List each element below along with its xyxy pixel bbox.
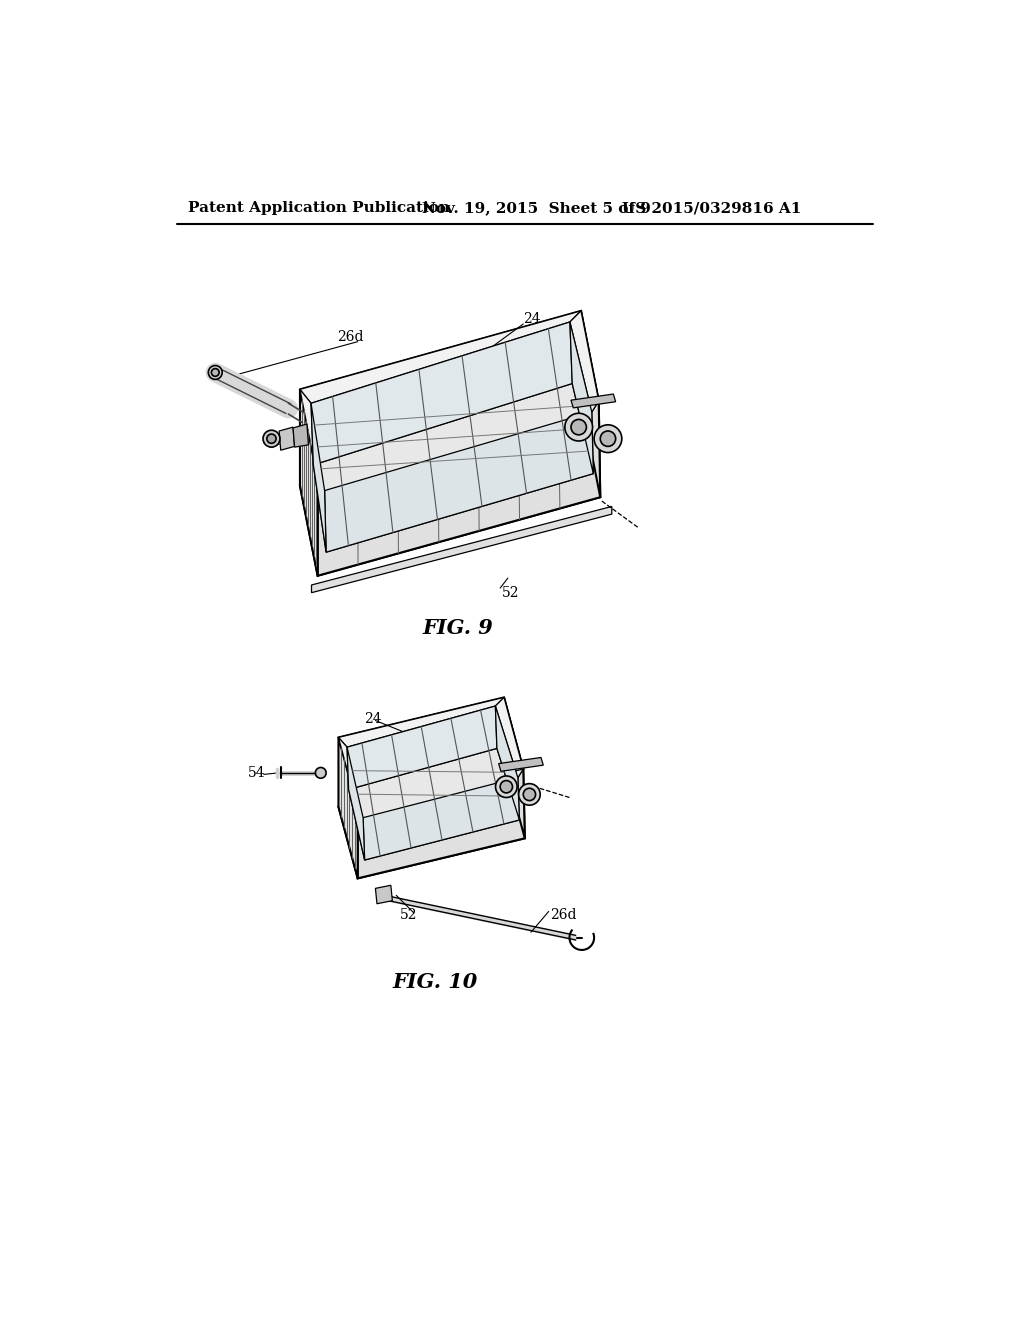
Polygon shape (496, 697, 523, 777)
Polygon shape (311, 322, 572, 465)
Text: 26d: 26d (550, 908, 577, 923)
Text: Patent Application Publication: Patent Application Publication (188, 202, 451, 215)
Text: FIG. 9: FIG. 9 (423, 618, 494, 639)
Polygon shape (339, 738, 357, 878)
Polygon shape (347, 706, 497, 789)
Text: 26d: 26d (337, 330, 364, 345)
Polygon shape (570, 322, 593, 474)
Polygon shape (339, 738, 364, 817)
Polygon shape (570, 312, 599, 412)
Text: 22: 22 (477, 725, 495, 739)
Polygon shape (313, 384, 593, 552)
Polygon shape (339, 697, 523, 809)
Polygon shape (347, 747, 365, 861)
Circle shape (263, 430, 280, 447)
Text: 54: 54 (249, 766, 266, 780)
Polygon shape (311, 404, 326, 552)
Polygon shape (300, 312, 581, 404)
Polygon shape (300, 407, 600, 576)
Circle shape (211, 368, 219, 376)
Circle shape (571, 420, 587, 434)
Text: 52: 52 (400, 908, 418, 923)
Polygon shape (581, 312, 600, 498)
Circle shape (518, 784, 541, 805)
Polygon shape (325, 412, 593, 552)
Text: 52: 52 (502, 586, 519, 601)
Circle shape (565, 413, 593, 441)
Polygon shape (339, 767, 524, 878)
Text: US 2015/0329816 A1: US 2015/0329816 A1 (622, 202, 801, 215)
Polygon shape (311, 507, 611, 593)
Polygon shape (293, 424, 308, 447)
Text: 54: 54 (264, 434, 282, 447)
Text: Nov. 19, 2015  Sheet 5 of 9: Nov. 19, 2015 Sheet 5 of 9 (422, 202, 650, 215)
Polygon shape (300, 389, 317, 576)
Polygon shape (571, 395, 615, 408)
Circle shape (523, 788, 536, 800)
Polygon shape (300, 389, 325, 491)
Polygon shape (496, 706, 519, 820)
Circle shape (496, 776, 517, 797)
Polygon shape (364, 777, 519, 861)
Text: 24: 24 (364, 711, 382, 726)
Polygon shape (280, 428, 295, 450)
Polygon shape (317, 401, 599, 491)
Text: 22: 22 (346, 498, 364, 512)
Polygon shape (348, 748, 519, 861)
Polygon shape (357, 770, 523, 817)
Circle shape (315, 767, 326, 779)
Circle shape (600, 430, 615, 446)
Polygon shape (300, 312, 599, 479)
Circle shape (594, 425, 622, 453)
Polygon shape (499, 758, 544, 771)
Text: FIG. 10: FIG. 10 (392, 973, 477, 993)
Polygon shape (339, 697, 504, 747)
Text: 24: 24 (523, 312, 541, 326)
Circle shape (208, 366, 222, 379)
Polygon shape (317, 401, 600, 576)
Polygon shape (504, 697, 524, 838)
Polygon shape (376, 886, 392, 904)
Polygon shape (357, 770, 524, 878)
Circle shape (267, 434, 276, 444)
Circle shape (500, 780, 512, 793)
